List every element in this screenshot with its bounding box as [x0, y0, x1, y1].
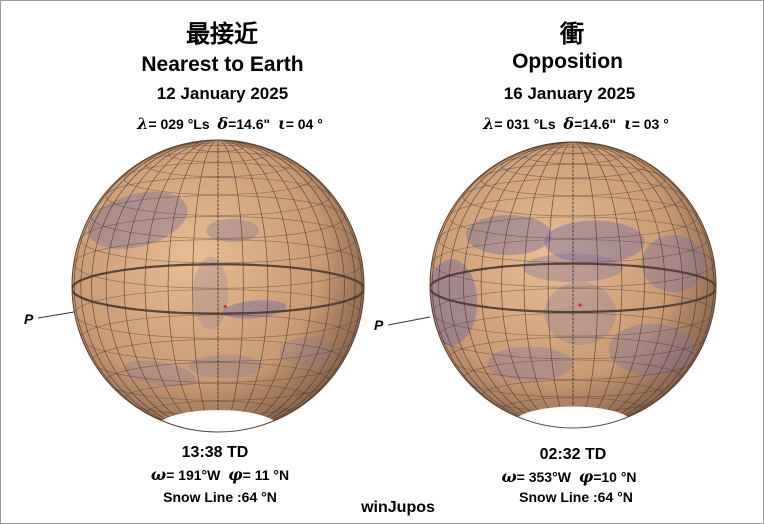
longitude-line — [523, 142, 623, 428]
omega-symbol: ω — [150, 465, 167, 484]
right-iota: = 03 ° — [631, 116, 669, 132]
longitude-line — [73, 140, 363, 432]
albedo-feature — [544, 220, 645, 264]
right-phi: =10 °N — [593, 469, 637, 485]
longitude-line — [501, 142, 645, 428]
longitude-line — [448, 142, 698, 428]
delta-symbol: δ — [563, 114, 575, 133]
south-polar-cap — [156, 410, 280, 432]
left-lambda: = 029 °Ls — [148, 116, 210, 132]
planet-limb — [429, 141, 717, 429]
left-date: 12 January 2025 — [156, 84, 289, 103]
albedo-feature — [641, 234, 705, 293]
latitude-line — [123, 162, 313, 195]
planet-disk — [430, 142, 716, 428]
left-pole-label: P — [24, 311, 34, 327]
south-polar-cap — [512, 406, 634, 428]
albedo-feature — [87, 191, 188, 249]
left-geometry-params: λ= 029 °Ls δ=14.6" ι= 04 ° — [110, 114, 350, 133]
albedo-feature — [279, 337, 332, 367]
right-central-meridian: ω= 353°W φ=10 °N — [474, 467, 664, 486]
iota-symbol: ι — [623, 114, 632, 133]
planet-limb — [71, 139, 365, 433]
longitude-line — [167, 140, 269, 432]
left-pole-pointer — [37, 311, 75, 319]
longitude-line — [547, 142, 599, 428]
left-japanese-title: 最接近 — [186, 20, 258, 48]
right-mars-globe — [429, 141, 717, 429]
albedo-feature — [188, 354, 262, 378]
right-omega: = 353°W — [516, 469, 571, 485]
left-central-meridian: ω= 191°W φ= 11 °N — [110, 465, 330, 484]
sub-earth-point — [223, 304, 227, 309]
right-time: 02:32 TD — [539, 446, 607, 463]
left-title: Nearest to Earth — [141, 53, 304, 76]
longitude-line — [480, 142, 666, 428]
latitude-line — [547, 144, 599, 154]
right-title: Opposition — [512, 50, 623, 73]
albedo-feature — [487, 346, 573, 381]
right-snow-line: Snow Line :64 °N — [519, 489, 633, 505]
longitude-line — [80, 140, 356, 432]
latitude-line — [192, 142, 244, 152]
right-pole-label: P — [374, 317, 384, 333]
right-pole-pointer — [387, 316, 431, 326]
albedo-feature — [608, 323, 695, 376]
right-japanese-title: 衝 — [560, 20, 584, 48]
right-geometry-params: λ= 031 °Ls δ=14.6" ι= 03 ° — [456, 114, 696, 133]
right-date: 16 January 2025 — [503, 84, 636, 103]
latitude-line — [501, 153, 645, 179]
longitude-line — [123, 140, 313, 432]
left-delta: =14.6" — [228, 116, 271, 132]
longitude-line — [431, 142, 715, 428]
left-phi: = 11 °N — [242, 467, 290, 483]
left-omega: = 191°W — [166, 467, 221, 483]
left-mars-globe — [71, 139, 365, 433]
albedo-feature — [206, 218, 259, 243]
albedo-feature — [465, 214, 552, 255]
delta-symbol: δ — [217, 114, 229, 133]
right-delta: =14.6" — [574, 116, 617, 132]
longitude-line — [91, 140, 345, 432]
longitude-line — [144, 140, 292, 432]
left-iota: = 04 ° — [285, 116, 323, 132]
omega-symbol: ω — [501, 467, 517, 486]
longitude-line — [105, 140, 331, 432]
longitude-line — [438, 142, 708, 428]
phi-symbol: φ — [228, 465, 243, 484]
lambda-symbol: λ — [137, 114, 149, 133]
albedo-feature — [193, 256, 229, 330]
sub-earth-point — [578, 303, 582, 307]
longitude-line — [192, 140, 244, 432]
left-snow-line: Snow Line :64 °N — [163, 489, 277, 505]
lambda-symbol: λ — [483, 114, 495, 133]
left-time: 13:38 TD — [181, 444, 249, 461]
credit-label: winJupos — [361, 499, 435, 516]
longitude-line — [463, 142, 683, 428]
right-lambda: = 031 °Ls — [494, 116, 556, 132]
iota-symbol: ι — [277, 114, 286, 133]
phi-symbol: φ — [578, 467, 594, 486]
